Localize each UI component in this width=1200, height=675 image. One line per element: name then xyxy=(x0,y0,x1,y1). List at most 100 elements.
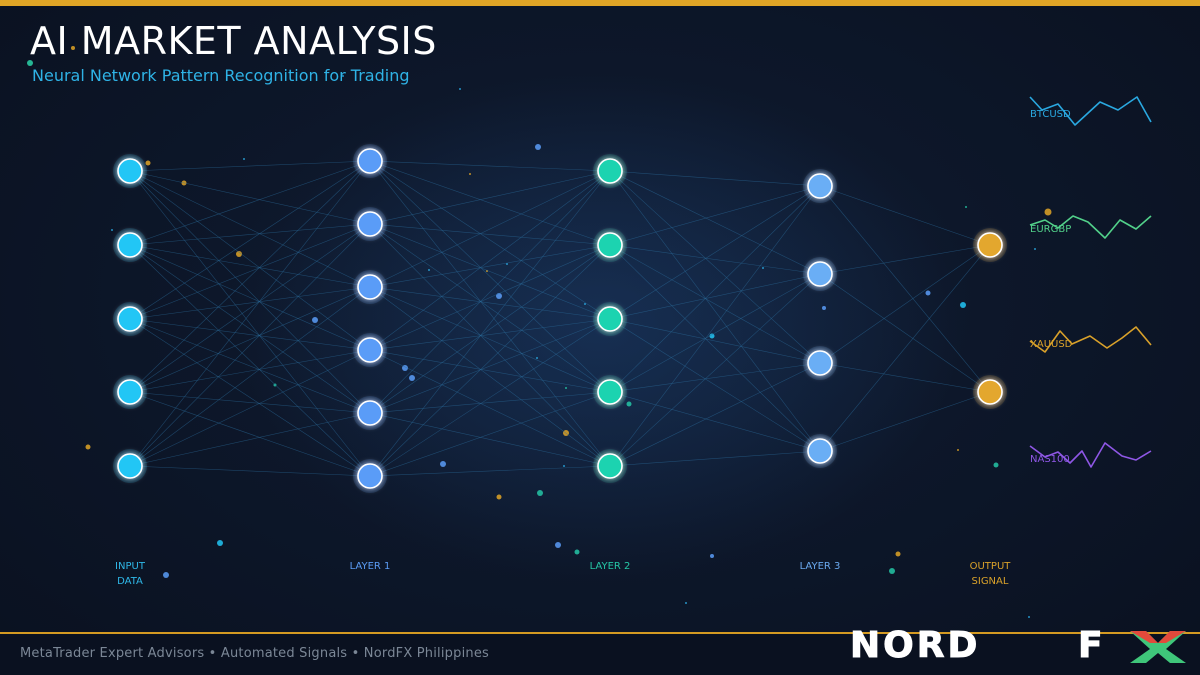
connection-line xyxy=(369,318,611,477)
connection-line xyxy=(129,160,371,172)
connection-line xyxy=(129,170,371,288)
connection-line xyxy=(369,223,611,393)
neuron-node xyxy=(117,306,143,332)
particle-dot xyxy=(889,568,895,574)
connection-line xyxy=(609,273,821,320)
connection-line xyxy=(129,160,371,467)
connection-line xyxy=(369,223,611,467)
background-glow xyxy=(240,80,960,580)
connection-line xyxy=(129,286,371,393)
connection-line xyxy=(609,318,821,364)
footer-text: MetaTrader Expert Advisors • Automated S… xyxy=(20,646,490,661)
connection-line xyxy=(609,185,821,393)
connection-line xyxy=(609,170,821,187)
particle-dot xyxy=(469,173,471,175)
logo-text-f: F xyxy=(1078,625,1103,666)
page-subtitle: Neural Network Pattern Recognition for T… xyxy=(32,66,410,85)
particle-dot xyxy=(236,251,242,257)
connection-line xyxy=(369,170,611,414)
ticker-label-eurgbp: EURGBP xyxy=(1030,224,1072,235)
connection-line xyxy=(129,391,371,477)
sparkline-eurgbp xyxy=(1029,215,1152,239)
ticker-sparklines xyxy=(1029,96,1152,468)
layer-label-output: OUTPUT SIGNAL xyxy=(950,559,1030,589)
connection-line xyxy=(129,223,371,320)
neuron-node xyxy=(807,350,833,376)
connection-line xyxy=(129,286,371,467)
neuron-node xyxy=(807,438,833,464)
particle-dot xyxy=(85,444,91,450)
neuron-node xyxy=(597,306,623,332)
neuron-node xyxy=(597,232,623,258)
connection-line xyxy=(609,185,821,246)
particle-dot xyxy=(496,494,502,500)
ticker-label-btcusd: BTCUSD xyxy=(1030,109,1071,120)
connection-line xyxy=(369,244,611,351)
layer-label-line: LAYER 1 xyxy=(349,561,391,572)
layer-label-input: INPUT DATA xyxy=(90,559,170,589)
neuron-node xyxy=(597,379,623,405)
connection-line xyxy=(819,273,991,393)
connection-line xyxy=(819,391,991,452)
particle-dot xyxy=(342,75,344,77)
neuron-node xyxy=(977,379,1003,405)
layer-label-line: SIGNAL xyxy=(971,576,1009,587)
connection-line xyxy=(369,223,611,246)
logo-x-accent xyxy=(1130,631,1186,643)
particle-dot xyxy=(960,302,966,308)
connection-line xyxy=(369,160,611,393)
logo-text-nord: NORD xyxy=(850,625,980,666)
connection-line xyxy=(129,412,371,467)
connection-line xyxy=(369,318,611,414)
connection-line xyxy=(369,286,611,393)
connection-line xyxy=(369,160,611,246)
connection-line xyxy=(369,170,611,477)
connection-line xyxy=(369,391,611,477)
particle-dot xyxy=(822,306,826,310)
connection-line xyxy=(369,244,611,477)
particle-dot xyxy=(555,542,561,548)
particle-dot xyxy=(537,490,543,496)
connection-line xyxy=(609,318,821,452)
connection-line xyxy=(129,160,371,320)
particle-dot xyxy=(565,387,567,389)
neuron-node xyxy=(357,400,383,426)
connection-line xyxy=(369,223,611,320)
particle-dot xyxy=(895,551,901,557)
connection-line xyxy=(129,244,371,477)
connection-line xyxy=(129,244,371,288)
particle-dot xyxy=(496,293,502,299)
ticker-label-xauusd: XAUUSD xyxy=(1030,339,1073,350)
connection-line xyxy=(369,170,611,288)
neuron-node xyxy=(357,148,383,174)
nodes xyxy=(113,144,1007,493)
layer-label-line: LAYER 2 xyxy=(589,561,631,572)
particle-dot xyxy=(1028,616,1030,618)
particle-dot xyxy=(993,462,999,468)
particle-dot xyxy=(584,303,586,305)
neuron-node xyxy=(977,232,1003,258)
connection-line xyxy=(129,160,371,246)
neuron-node xyxy=(357,274,383,300)
connection-line xyxy=(129,244,371,351)
connection-line xyxy=(609,170,821,275)
neuron-node xyxy=(357,337,383,363)
particle-dot xyxy=(506,263,508,265)
top-accent-bar xyxy=(0,0,1200,6)
layer-label-layer1: LAYER 1 xyxy=(330,559,410,574)
particle-dot xyxy=(957,449,959,451)
connection-line xyxy=(609,362,821,393)
connection-line xyxy=(609,170,821,452)
connection-line xyxy=(819,362,991,393)
connection-line xyxy=(609,244,821,452)
particle-dot xyxy=(925,290,931,296)
particle-dot xyxy=(145,160,151,166)
connection-line xyxy=(609,362,821,467)
connection-line xyxy=(369,349,611,467)
connection-line xyxy=(129,318,371,414)
connection-line xyxy=(129,223,371,246)
connection-line xyxy=(129,160,371,393)
particle-dot xyxy=(710,554,714,558)
particle-dot xyxy=(163,572,169,578)
connection-line xyxy=(129,170,371,351)
